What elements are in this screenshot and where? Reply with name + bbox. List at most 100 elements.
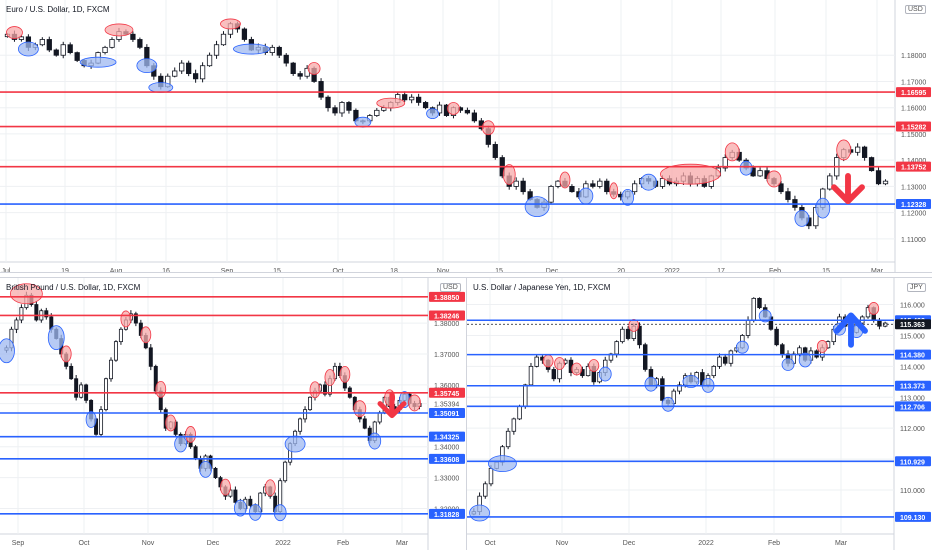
chart-usdjpy[interactable]: 116.000115.000114.000113.000112.000111.0… xyxy=(467,278,932,550)
candle-body xyxy=(422,102,429,109)
level-price-tag xyxy=(895,380,931,391)
candle-body xyxy=(774,328,779,346)
panel-divider-vertical[interactable] xyxy=(466,278,467,550)
y-tick-label: 1.35394 xyxy=(434,402,459,409)
candle-body xyxy=(882,180,889,185)
y-tick-label: 116.000 xyxy=(900,303,925,310)
x-tick-label: Feb xyxy=(769,268,781,272)
support-zone-marker xyxy=(640,173,657,191)
candle-body xyxy=(620,328,625,343)
y-tick-label: 1.14000 xyxy=(901,158,926,165)
candle-body xyxy=(19,307,24,321)
x-tick-label: 2022 xyxy=(664,268,680,272)
panel-divider-horizontal[interactable] xyxy=(0,272,932,278)
support-zone-marker xyxy=(661,396,675,412)
x-tick-label: 2022 xyxy=(698,540,714,547)
candle-body xyxy=(297,73,303,77)
y-tick-label: 1.11000 xyxy=(901,237,926,244)
candle-body xyxy=(642,344,648,370)
support-zone-marker xyxy=(47,325,65,351)
support-zone-marker xyxy=(739,160,753,176)
y-tick-label: 114.000 xyxy=(900,364,925,371)
currency-badge-gbpusd[interactable]: USD xyxy=(440,283,461,292)
candle-body xyxy=(722,356,728,364)
candle-body xyxy=(67,44,73,54)
resistance-zone-marker xyxy=(264,479,276,497)
level-price-label: 110.929 xyxy=(900,459,925,466)
candle-body xyxy=(757,170,763,177)
support-zone-marker xyxy=(85,411,97,428)
candle-body xyxy=(99,409,104,435)
candle-body xyxy=(402,94,408,101)
candle-body xyxy=(585,365,591,377)
candle-body xyxy=(745,319,751,336)
support-zone-marker xyxy=(79,56,117,68)
chart-gbpusd[interactable]: 1.38000 1.37000 1.36000 1.35394 1.34000 1.330… xyxy=(0,278,466,550)
candle-body xyxy=(276,46,282,56)
x-tick-label: 2022 xyxy=(275,540,291,547)
x-tick-label: 15 xyxy=(273,268,281,272)
support-zone-marker xyxy=(354,116,372,128)
resistance-zone-marker xyxy=(724,142,740,162)
candle-body xyxy=(614,341,619,355)
candle-body xyxy=(137,39,143,48)
support-zone-marker xyxy=(815,197,831,219)
candle-body xyxy=(488,467,494,485)
candle-body xyxy=(728,350,734,364)
candle-body xyxy=(322,384,327,395)
x-tick-label: Jul xyxy=(2,268,11,272)
currency-badge-usdjpy[interactable]: JPY xyxy=(907,283,926,292)
candle-body xyxy=(711,365,717,377)
candle-body xyxy=(875,170,882,185)
support-zone-marker xyxy=(232,43,270,55)
candle-body xyxy=(283,54,289,64)
support-zone-marker xyxy=(735,340,749,354)
x-tick-label: Mar xyxy=(871,268,884,272)
support-zone-marker xyxy=(469,504,490,522)
y-tick-label: 1.38000 xyxy=(434,321,459,328)
resistance-zone-marker xyxy=(628,318,640,332)
y-tick-label: 110.000 xyxy=(900,488,925,495)
candle-body xyxy=(14,319,19,330)
x-tick-label: Nov xyxy=(556,540,569,547)
chart-panel-usdjpy[interactable]: 116.000115.000114.000113.000112.000111.0… xyxy=(467,278,932,550)
level-price-label: 115.363 xyxy=(900,322,925,329)
y-tick-label: 1.16000 xyxy=(901,106,926,113)
x-tick-label: Feb xyxy=(337,540,349,547)
resistance-zone-marker xyxy=(155,380,167,398)
candle-body xyxy=(102,46,108,54)
level-price-tag xyxy=(429,408,465,419)
candle-body xyxy=(39,39,45,46)
resistance-zone-marker xyxy=(481,120,495,136)
candle-body xyxy=(303,409,308,420)
candle-body xyxy=(637,325,642,346)
support-zone-marker xyxy=(644,376,658,392)
candle-body xyxy=(660,378,665,401)
x-tick-label: 20 xyxy=(617,268,625,272)
level-price-label: 113.373 xyxy=(900,384,925,391)
resistance-zone-marker xyxy=(339,365,351,383)
currency-badge-eurusd[interactable]: USD xyxy=(905,5,926,14)
y-tick-label: 1.17000 xyxy=(901,79,926,86)
resistance-zone-marker xyxy=(554,357,565,370)
candle-body xyxy=(590,183,596,187)
chart-title-gbpusd: British Pound / U.S. Dollar, 1D, FXCM xyxy=(6,283,141,292)
candle-body xyxy=(717,356,722,367)
level-price-tag xyxy=(895,319,931,330)
level-price-tag xyxy=(896,87,931,98)
candle-body xyxy=(44,310,49,318)
support-zone-marker xyxy=(758,309,772,323)
resistance-zone-marker xyxy=(816,340,828,353)
resistance-zone-marker xyxy=(60,345,72,363)
candle-body xyxy=(179,62,185,72)
candle-body xyxy=(318,81,324,98)
chart-panel-eurusd[interactable]: 1.18000 1.17000 1.16000 1.15000 1.14000 1.130… xyxy=(0,0,932,272)
candle-body xyxy=(233,489,238,503)
chart-panel-gbpusd[interactable]: 1.38000 1.37000 1.36000 1.35394 1.34000 1.330… xyxy=(0,278,466,550)
level-price-label: 1.15282 xyxy=(901,125,926,132)
x-tick-label: Oct xyxy=(485,540,496,547)
support-zone-marker xyxy=(248,503,262,521)
candle-body xyxy=(604,180,610,193)
candle-body xyxy=(597,180,603,187)
chart-eurusd[interactable]: 1.18000 1.17000 1.16000 1.15000 1.14000 1.130… xyxy=(0,0,932,272)
